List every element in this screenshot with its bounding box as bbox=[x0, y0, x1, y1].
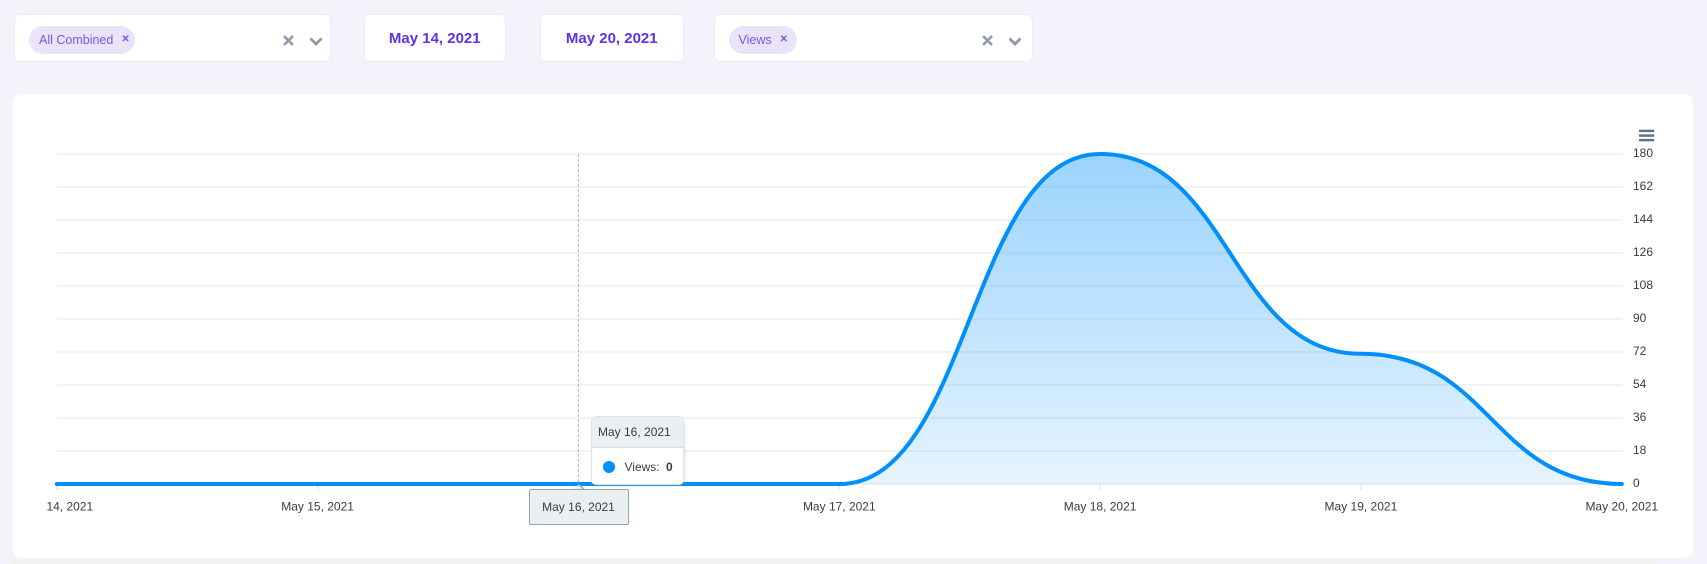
svg-text:May 15, 2021: May 15, 2021 bbox=[281, 500, 354, 514]
svg-text:126: 126 bbox=[1633, 245, 1653, 259]
svg-text:36: 36 bbox=[1633, 410, 1647, 424]
svg-text:18: 18 bbox=[1633, 443, 1647, 457]
svg-text:May 18, 2021: May 18, 2021 bbox=[1064, 500, 1137, 514]
svg-text:54: 54 bbox=[1633, 377, 1647, 391]
svg-text:May 17, 2021: May 17, 2021 bbox=[803, 500, 876, 514]
svg-text:May 19, 2021: May 19, 2021 bbox=[1325, 500, 1398, 514]
svg-text:180: 180 bbox=[1633, 146, 1653, 160]
svg-text:72: 72 bbox=[1633, 344, 1647, 358]
svg-text:0: 0 bbox=[1633, 476, 1640, 490]
svg-text:162: 162 bbox=[1633, 179, 1653, 193]
svg-text:May 20, 2021: May 20, 2021 bbox=[1585, 500, 1658, 514]
svg-text:May 14, 2021: May 14, 2021 bbox=[47, 500, 93, 514]
svg-text:108: 108 bbox=[1633, 278, 1653, 292]
svg-text:144: 144 bbox=[1633, 212, 1653, 226]
svg-text:90: 90 bbox=[1633, 311, 1647, 325]
